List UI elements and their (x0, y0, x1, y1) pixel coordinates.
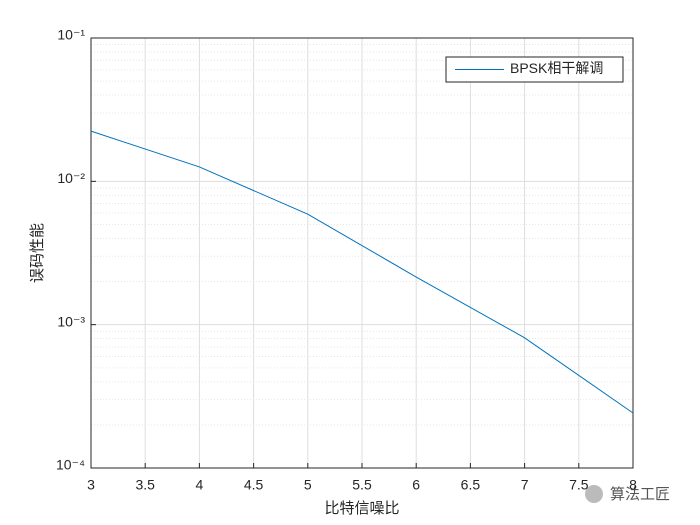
x-tick-label: 8 (629, 477, 637, 493)
x-tick-label: 5.5 (352, 477, 372, 493)
x-tick-label: 6.5 (461, 477, 481, 493)
y-axis-label: 误码性能 (29, 223, 46, 283)
data-line (90, 130, 634, 414)
x-tick-label: 3.5 (135, 477, 155, 493)
x-tick-label: 5 (304, 477, 312, 493)
x-axis-label: 比特信噪比 (324, 500, 399, 517)
watermark-icon (585, 485, 603, 503)
y-tick-label: 10⁻⁴ (56, 457, 85, 473)
x-tick-label: 7 (521, 477, 529, 493)
legend-label: BPSK相干解调 (510, 60, 603, 76)
watermark: 算法工匠 (610, 485, 670, 503)
x-tick-label: 4 (196, 477, 204, 493)
x-tick-label: 7.5 (569, 477, 589, 493)
x-tick-label: 3 (87, 477, 95, 493)
plot-frame (90, 37, 634, 469)
x-tick-label: 4.5 (244, 477, 264, 493)
y-tick-label: 10⁻¹ (57, 27, 85, 43)
x-tick-label: 6 (412, 477, 420, 493)
y-tick-label: 10⁻³ (57, 313, 85, 329)
y-tick-label: 10⁻² (57, 170, 85, 186)
